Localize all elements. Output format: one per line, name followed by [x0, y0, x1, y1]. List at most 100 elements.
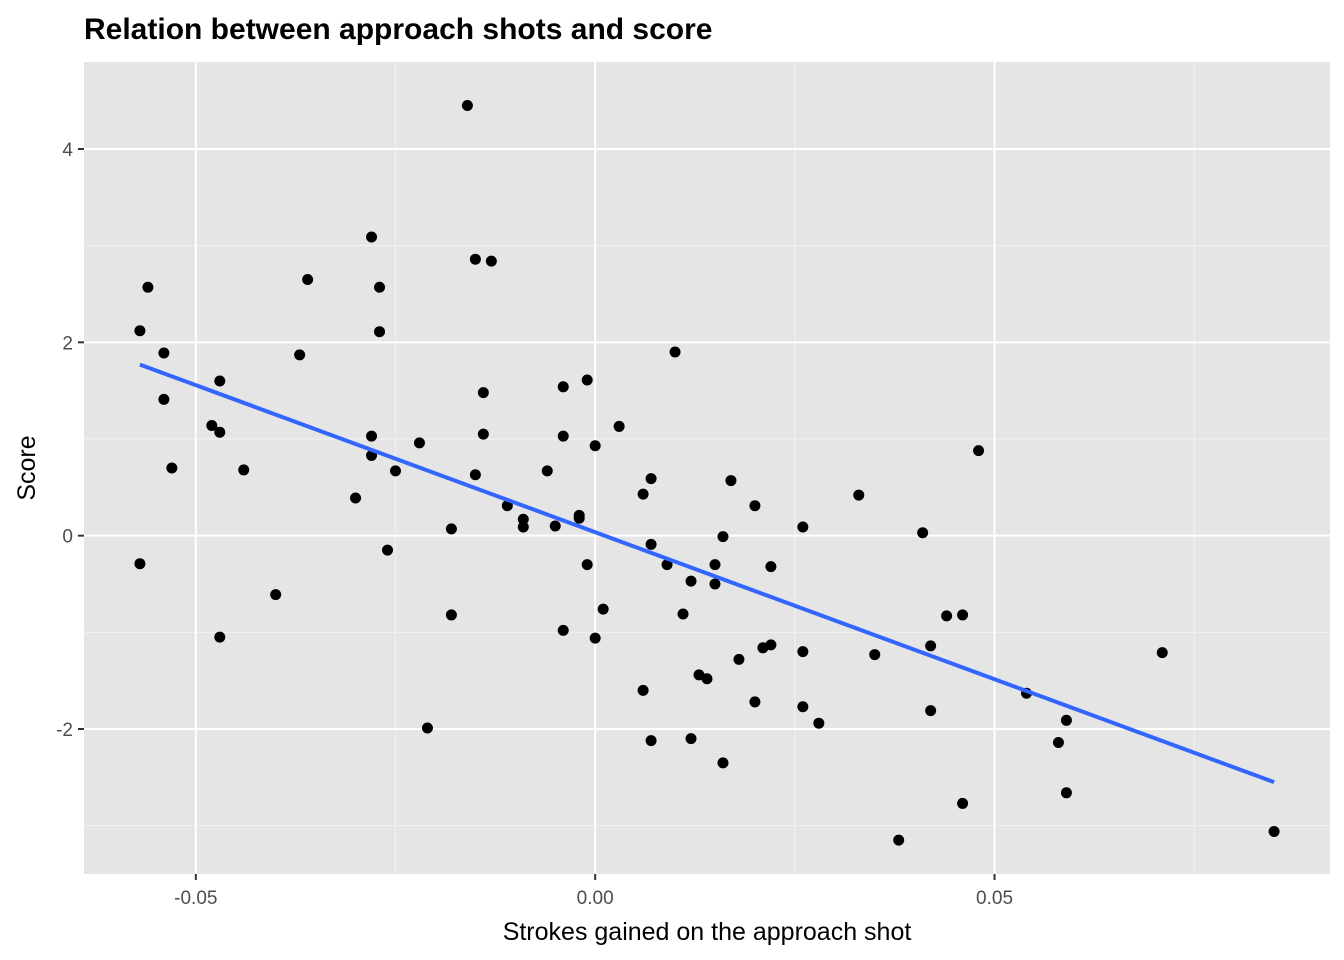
- data-point: [709, 559, 721, 571]
- data-point: [749, 696, 761, 708]
- data-point: [270, 589, 282, 601]
- data-point: [685, 575, 697, 587]
- data-point: [797, 701, 809, 713]
- minor-gridlines: [84, 62, 1330, 874]
- x-tick-label: -0.05: [174, 888, 217, 909]
- data-point: [765, 639, 777, 651]
- data-point: [597, 603, 609, 615]
- data-point: [957, 797, 969, 809]
- data-point: [206, 419, 218, 431]
- data-point: [214, 631, 226, 643]
- data-point: [797, 521, 809, 533]
- data-point: [589, 632, 601, 644]
- data-point: [733, 653, 745, 665]
- data-point: [637, 488, 649, 500]
- data-point: [350, 492, 362, 504]
- data-point: [869, 649, 881, 661]
- data-point: [557, 430, 569, 442]
- data-point: [485, 255, 497, 267]
- data-point: [917, 527, 929, 539]
- data-point: [134, 325, 146, 337]
- data-point: [302, 274, 314, 285]
- data-point: [637, 684, 649, 696]
- data-point: [549, 520, 561, 532]
- data-point: [941, 610, 953, 622]
- y-axis-title: Score: [13, 435, 41, 500]
- data-point: [1052, 737, 1064, 749]
- data-point: [669, 346, 681, 358]
- data-point: [366, 231, 378, 243]
- data-point: [294, 349, 306, 361]
- data-point: [557, 381, 569, 393]
- data-point: [893, 834, 905, 846]
- data-point: [142, 281, 154, 293]
- data-point: [1060, 714, 1072, 726]
- data-point: [573, 512, 585, 524]
- data-point: [1156, 647, 1168, 659]
- data-point: [374, 326, 386, 338]
- data-point: [645, 538, 657, 550]
- data-point: [158, 347, 170, 359]
- data-point: [581, 559, 593, 571]
- data-point: [541, 465, 553, 477]
- data-point: [166, 462, 178, 474]
- chart-title: Relation between approach shots and scor…: [84, 13, 712, 46]
- data-point: [517, 521, 529, 533]
- data-point: [613, 420, 625, 432]
- data-point: [701, 673, 713, 685]
- data-point: [661, 559, 673, 571]
- data-point: [749, 500, 761, 512]
- data-point: [382, 544, 394, 556]
- data-point: [677, 608, 689, 620]
- x-axis-ticks: -0.05 0.00 0.05: [174, 874, 1013, 909]
- data-point: [366, 430, 378, 442]
- data-point: [374, 281, 386, 293]
- major-gridlines: [84, 62, 1330, 874]
- trend-line: [139, 362, 1275, 785]
- data-point: [134, 558, 146, 570]
- data-point: [477, 387, 489, 399]
- x-tick-label: 0.05: [976, 888, 1013, 909]
- data-point: [589, 440, 601, 452]
- data-point: [477, 428, 489, 440]
- data-points: [134, 100, 1280, 846]
- data-point: [645, 735, 657, 747]
- data-point: [853, 489, 865, 501]
- data-point: [973, 445, 985, 457]
- x-axis-title: Strokes gained on the approach shot: [503, 918, 912, 946]
- data-point: [390, 465, 401, 477]
- data-point: [445, 523, 457, 535]
- data-point: [797, 646, 809, 658]
- data-point: [717, 757, 729, 769]
- y-tick-label: 4: [62, 140, 73, 161]
- y-axis-ticks: -2 0 2 4: [56, 140, 84, 741]
- data-point: [717, 531, 729, 543]
- data-point: [461, 100, 473, 111]
- data-point: [925, 640, 937, 652]
- data-point: [517, 513, 529, 525]
- data-point: [421, 722, 433, 734]
- data-point: [238, 464, 250, 476]
- data-point: [685, 733, 697, 745]
- data-point: [645, 473, 657, 485]
- data-point: [1268, 825, 1280, 837]
- data-point: [469, 253, 481, 265]
- data-point: [413, 437, 425, 449]
- data-point: [1060, 787, 1072, 799]
- data-point: [214, 426, 226, 438]
- x-tick-label: 0.00: [577, 888, 614, 909]
- data-point: [469, 469, 481, 481]
- data-point: [709, 578, 721, 590]
- data-point: [925, 705, 937, 717]
- data-point: [214, 375, 226, 387]
- data-point: [445, 609, 457, 621]
- data-point: [557, 624, 569, 636]
- data-point: [765, 561, 777, 573]
- y-tick-label: 0: [62, 527, 73, 548]
- data-point: [725, 475, 737, 487]
- data-point: [957, 609, 969, 621]
- y-tick-label: -2: [56, 720, 73, 741]
- data-point: [813, 717, 825, 729]
- data-point: [581, 374, 593, 386]
